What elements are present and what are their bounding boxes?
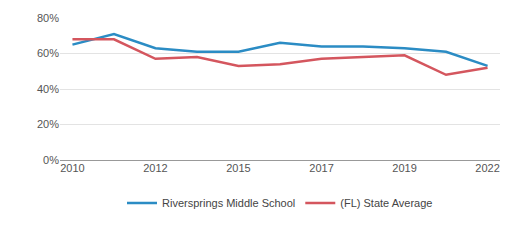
svg-text:0%: 0%: [43, 154, 59, 166]
svg-text:20%: 20%: [37, 118, 59, 130]
svg-text:2015: 2015: [226, 162, 250, 174]
svg-text:40%: 40%: [37, 83, 59, 95]
svg-text:80%: 80%: [37, 12, 59, 24]
svg-text:Riversprings Middle School: Riversprings Middle School: [162, 197, 295, 209]
svg-text:60%: 60%: [37, 47, 59, 59]
svg-text:2017: 2017: [309, 162, 333, 174]
svg-text:2022: 2022: [475, 162, 499, 174]
svg-text:2010: 2010: [60, 162, 84, 174]
svg-text:2012: 2012: [143, 162, 167, 174]
svg-text:(FL) State Average: (FL) State Average: [340, 197, 432, 209]
svg-text:2019: 2019: [392, 162, 416, 174]
